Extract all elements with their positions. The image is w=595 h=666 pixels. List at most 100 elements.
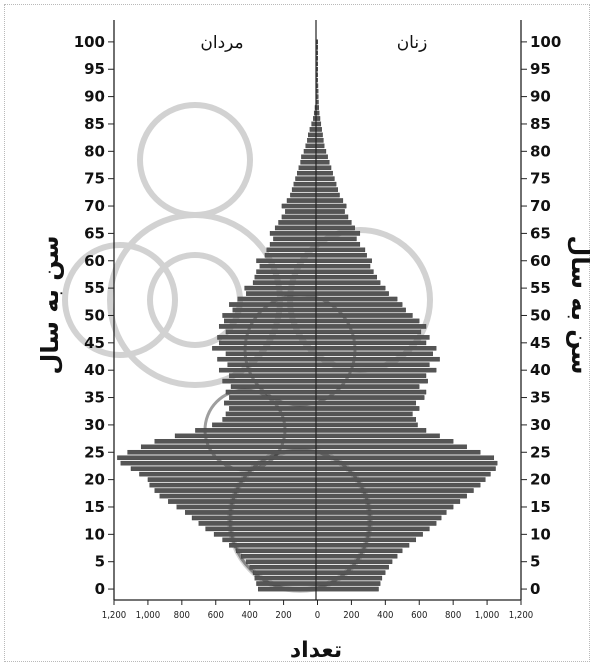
bar-men-age-47 bbox=[225, 329, 317, 335]
y-tick-label-right-5: 5 bbox=[530, 553, 540, 571]
bar-men-age-61 bbox=[264, 252, 317, 258]
bar-men-age-51 bbox=[232, 307, 317, 313]
bar-women-age-18 bbox=[315, 488, 474, 493]
bar-women-age-75 bbox=[315, 176, 335, 181]
y-tick-label-left-5: 5 bbox=[95, 553, 105, 571]
x-tick-label-1: 1,000 bbox=[136, 610, 160, 621]
women-header: زنان bbox=[397, 33, 428, 53]
bar-women-age-15 bbox=[315, 504, 454, 510]
bar-women-age-46 bbox=[315, 335, 430, 340]
x-tick-label-10: 800 bbox=[445, 610, 461, 621]
bar-women-age-31 bbox=[315, 417, 417, 422]
bar-women-age-60 bbox=[315, 258, 372, 264]
y-tick-label-left-20: 20 bbox=[84, 471, 105, 489]
bar-women-age-34 bbox=[315, 400, 417, 406]
y-axis-label-right: سن به سال bbox=[566, 236, 594, 375]
y-tick-label-right-0: 0 bbox=[530, 580, 540, 598]
bar-men-age-62 bbox=[266, 247, 317, 253]
bar-men-age-57 bbox=[254, 274, 317, 280]
y-tick-label-left-100: 100 bbox=[74, 33, 105, 51]
bar-women-age-74 bbox=[315, 181, 337, 187]
bar-men-age-38 bbox=[222, 378, 317, 384]
bar-men-age-10 bbox=[213, 532, 317, 537]
y-tick-label-right-65: 65 bbox=[530, 224, 551, 242]
bar-women-age-65 bbox=[315, 231, 361, 236]
bar-men-age-80 bbox=[303, 149, 317, 154]
y-tick-label-left-85: 85 bbox=[84, 115, 105, 133]
x-tick-label-2: 800 bbox=[174, 610, 190, 621]
bar-men-age-43 bbox=[225, 351, 317, 357]
y-tick-label-left-45: 45 bbox=[84, 334, 105, 352]
bar-men-age-76 bbox=[296, 170, 317, 176]
y-tick-label-right-30: 30 bbox=[530, 416, 551, 434]
bar-women-age-54 bbox=[315, 291, 389, 296]
bars-group bbox=[117, 39, 498, 592]
bar-women-age-67 bbox=[315, 220, 352, 225]
bar-men-age-54 bbox=[246, 291, 317, 296]
bar-men-age-6 bbox=[241, 553, 317, 559]
bar-men-age-42 bbox=[217, 356, 317, 362]
bar-women-age-36 bbox=[315, 389, 427, 395]
bar-men-age-15 bbox=[176, 504, 317, 510]
x-tick-label-0: 1,200 bbox=[102, 610, 126, 621]
y-tick-label-left-40: 40 bbox=[84, 361, 105, 379]
bar-men-age-16 bbox=[168, 499, 317, 504]
bar-men-age-32 bbox=[225, 411, 317, 417]
bar-women-age-64 bbox=[315, 236, 357, 242]
y-tick-label-right-40: 40 bbox=[530, 361, 551, 379]
y-tick-label-left-95: 95 bbox=[84, 60, 105, 78]
y-tick-label-left-65: 65 bbox=[84, 224, 105, 242]
bar-men-age-70 bbox=[281, 203, 317, 209]
bar-women-age-55 bbox=[315, 285, 386, 291]
bar-men-age-50 bbox=[222, 313, 317, 318]
y-tick-label-left-80: 80 bbox=[84, 142, 105, 160]
bar-women-age-25 bbox=[315, 449, 481, 455]
y-tick-label-left-35: 35 bbox=[84, 389, 105, 407]
bar-men-age-75 bbox=[295, 176, 317, 181]
bar-men-age-7 bbox=[235, 548, 317, 554]
bar-women-age-61 bbox=[315, 252, 367, 258]
y-tick-label-left-55: 55 bbox=[84, 279, 105, 297]
bar-women-age-70 bbox=[315, 203, 347, 209]
x-tick-label-8: 400 bbox=[377, 610, 393, 621]
y-tick-label-right-90: 90 bbox=[530, 88, 551, 106]
bar-women-age-23 bbox=[315, 460, 498, 466]
x-tick-label-11: 1,000 bbox=[475, 610, 499, 621]
bar-women-age-53 bbox=[315, 296, 398, 302]
bar-men-age-1 bbox=[256, 581, 317, 586]
x-tick-label-7: 200 bbox=[343, 610, 359, 621]
bar-women-age-22 bbox=[315, 466, 496, 471]
bar-women-age-5 bbox=[315, 559, 393, 564]
bar-women-age-39 bbox=[315, 373, 427, 378]
bar-men-age-65 bbox=[269, 231, 317, 236]
bar-women-age-41 bbox=[315, 362, 430, 368]
bar-men-age-46 bbox=[217, 335, 317, 340]
y-tick-label-left-30: 30 bbox=[84, 416, 105, 434]
bar-women-age-68 bbox=[315, 214, 349, 220]
bar-women-age-42 bbox=[315, 356, 440, 362]
bar-women-age-84 bbox=[315, 127, 322, 132]
bar-men-age-45 bbox=[218, 340, 317, 346]
y-tick-label-right-35: 35 bbox=[530, 389, 551, 407]
bar-men-age-60 bbox=[256, 258, 317, 264]
bar-men-age-11 bbox=[205, 526, 317, 532]
x-tick-label-6: 0 bbox=[315, 610, 320, 621]
x-tick-label-12: 1,200 bbox=[509, 610, 533, 621]
bar-women-age-29 bbox=[315, 428, 427, 433]
bar-men-age-34 bbox=[224, 400, 317, 406]
bar-women-age-83 bbox=[315, 132, 323, 138]
bar-men-age-73 bbox=[291, 187, 317, 192]
bar-women-age-57 bbox=[315, 274, 378, 280]
y-tick-label-right-85: 85 bbox=[530, 115, 551, 133]
bar-women-age-6 bbox=[315, 553, 398, 559]
bar-women-age-62 bbox=[315, 247, 366, 253]
x-tick-label-3: 600 bbox=[208, 610, 224, 621]
bar-men-age-28 bbox=[174, 433, 317, 439]
bar-women-age-9 bbox=[315, 537, 417, 543]
bar-women-age-16 bbox=[315, 499, 461, 504]
bar-men-age-30 bbox=[212, 422, 317, 428]
bar-women-age-14 bbox=[315, 510, 447, 515]
bar-men-age-77 bbox=[298, 165, 317, 171]
bar-men-age-24 bbox=[117, 455, 317, 461]
y-tick-label-right-70: 70 bbox=[530, 197, 551, 215]
